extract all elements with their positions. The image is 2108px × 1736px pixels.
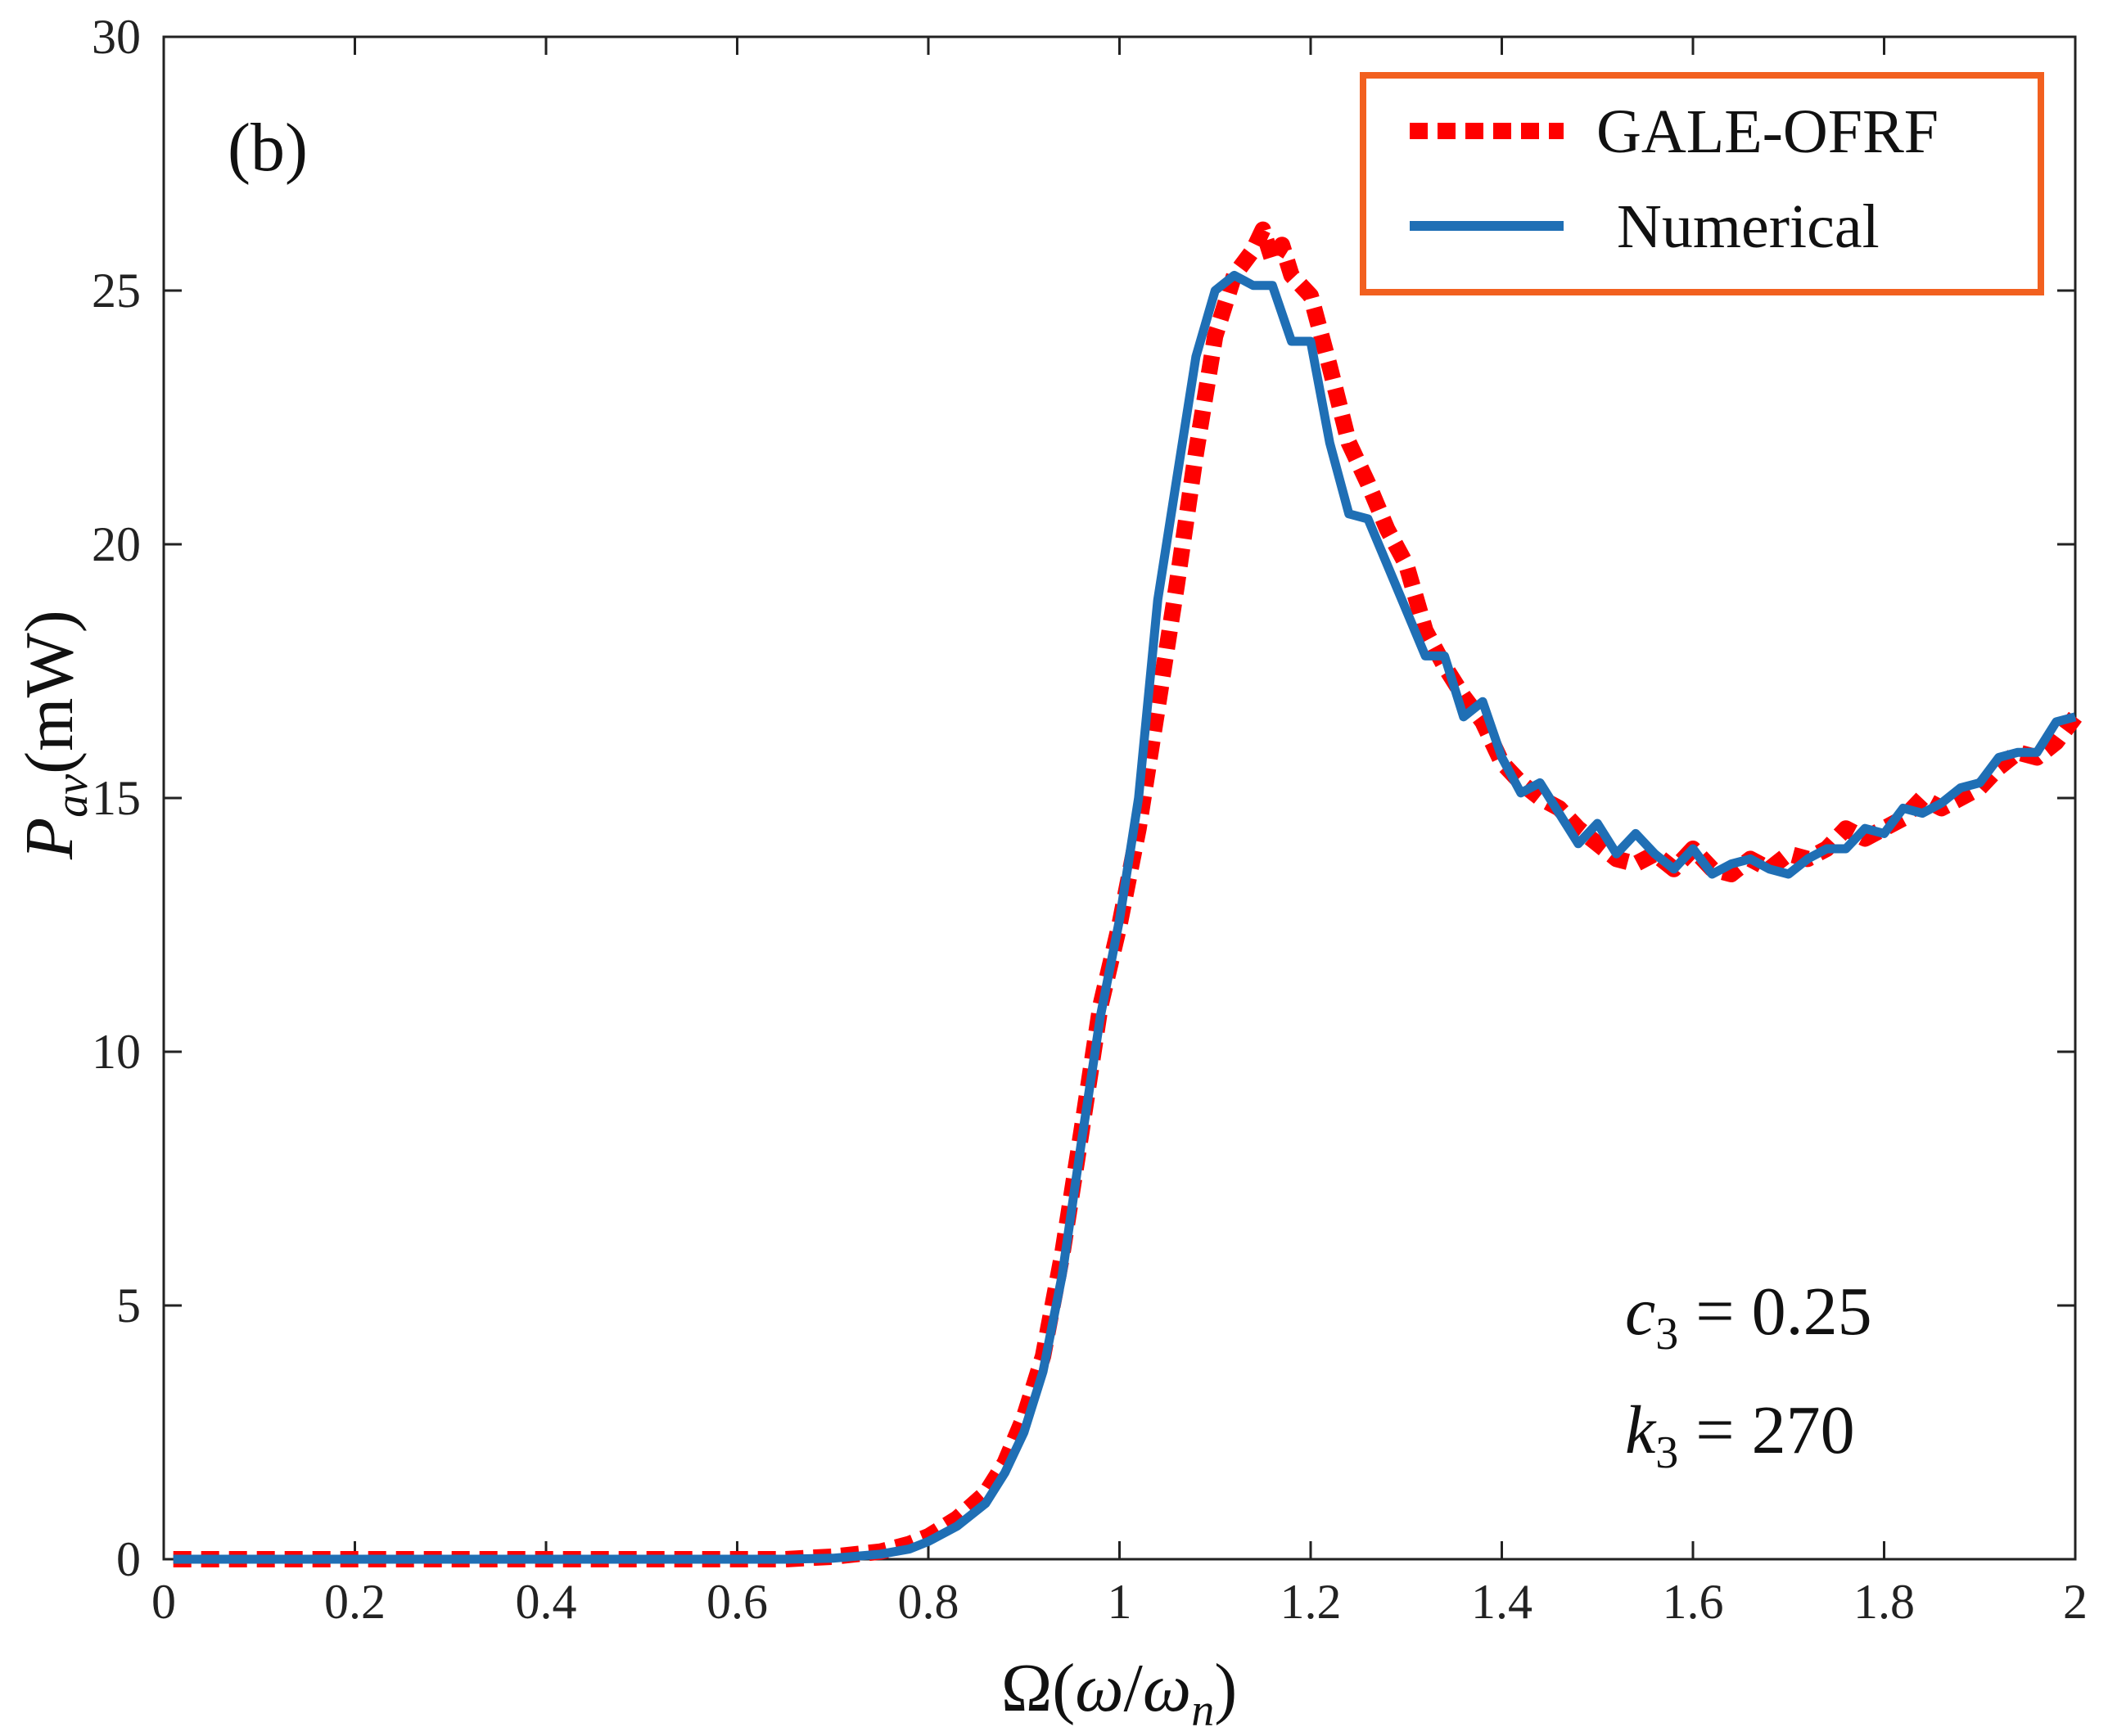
y-tick-label: 5 xyxy=(116,1278,141,1332)
series-layer xyxy=(173,221,2082,1567)
x-tick-label: 1.6 xyxy=(1663,1575,1724,1629)
x-axis-title-sub: n xyxy=(1191,1685,1214,1736)
y-tick-label: 10 xyxy=(92,1025,141,1079)
x-tick-label: 0 xyxy=(151,1575,176,1629)
y-axis-title: Pav(mW) xyxy=(11,610,97,860)
y-tick-label: 0 xyxy=(116,1532,141,1586)
annotation-k3: k3 = 270 xyxy=(1625,1392,1855,1478)
x-tick-label: 1.8 xyxy=(1853,1575,1915,1629)
x-axis-title-main: Ω( xyxy=(1001,1650,1075,1726)
x-tick-label: 0.2 xyxy=(324,1575,386,1629)
x-tick-label: 1 xyxy=(1108,1575,1132,1629)
x-tick-label: 0.8 xyxy=(898,1575,959,1629)
x-tick-labels: 0 0.2 0.4 0.6 0.8 1 1.2 1.4 1.6 1.8 2 xyxy=(151,1575,2088,1629)
annotation-c3: c3 = 0.25 xyxy=(1625,1274,1872,1359)
y-tick-label: 30 xyxy=(92,10,141,64)
axis-ticks xyxy=(162,35,2077,1561)
legend-label-gale-ofrf: GALE-OFRF xyxy=(1596,97,1939,166)
annotation-k3-eq: = 270 xyxy=(1678,1392,1854,1468)
annotation-c3-eq: = 0.25 xyxy=(1678,1274,1871,1350)
x-axis-title-omega: ω xyxy=(1075,1650,1123,1726)
series-line-gale-ofrf xyxy=(173,221,2082,1567)
y-tick-label: 15 xyxy=(92,771,141,825)
x-tick-label: 2 xyxy=(2063,1575,2088,1629)
y-axis-title-symbol: P xyxy=(11,818,88,860)
annotation-k3-sub: 3 xyxy=(1655,1427,1678,1478)
y-tick-label: 25 xyxy=(92,264,141,318)
y-tick-label: 20 xyxy=(92,517,141,571)
panel-label: (b) xyxy=(228,110,308,186)
x-tick-label: 1.4 xyxy=(1471,1575,1532,1629)
x-axis-title-slash: / xyxy=(1124,1650,1144,1726)
x-axis-title-close: ) xyxy=(1214,1650,1237,1726)
legend: GALE-OFRF Numerical xyxy=(1360,72,2044,295)
y-tick-labels: 0 5 10 15 20 25 30 xyxy=(92,10,141,1586)
x-tick-label: 1.2 xyxy=(1280,1575,1342,1629)
series-line-numerical xyxy=(173,270,2077,1564)
y-axis-title-sub: av xyxy=(47,774,97,818)
annotation-c3-symbol: c xyxy=(1625,1274,1655,1350)
y-axis-title-units: (mW) xyxy=(11,610,88,774)
annotation-k3-symbol: k xyxy=(1625,1392,1657,1468)
x-axis-title: Ω(ω/ωn) xyxy=(1001,1650,1237,1736)
legend-label-numerical: Numerical xyxy=(1617,192,1880,261)
x-tick-label: 0.6 xyxy=(706,1575,768,1629)
legend-box xyxy=(1360,72,2044,295)
x-axis-title-omega-n: ω xyxy=(1143,1650,1191,1726)
x-tick-label: 0.4 xyxy=(516,1575,577,1629)
annotation-c3-sub: 3 xyxy=(1655,1309,1678,1359)
